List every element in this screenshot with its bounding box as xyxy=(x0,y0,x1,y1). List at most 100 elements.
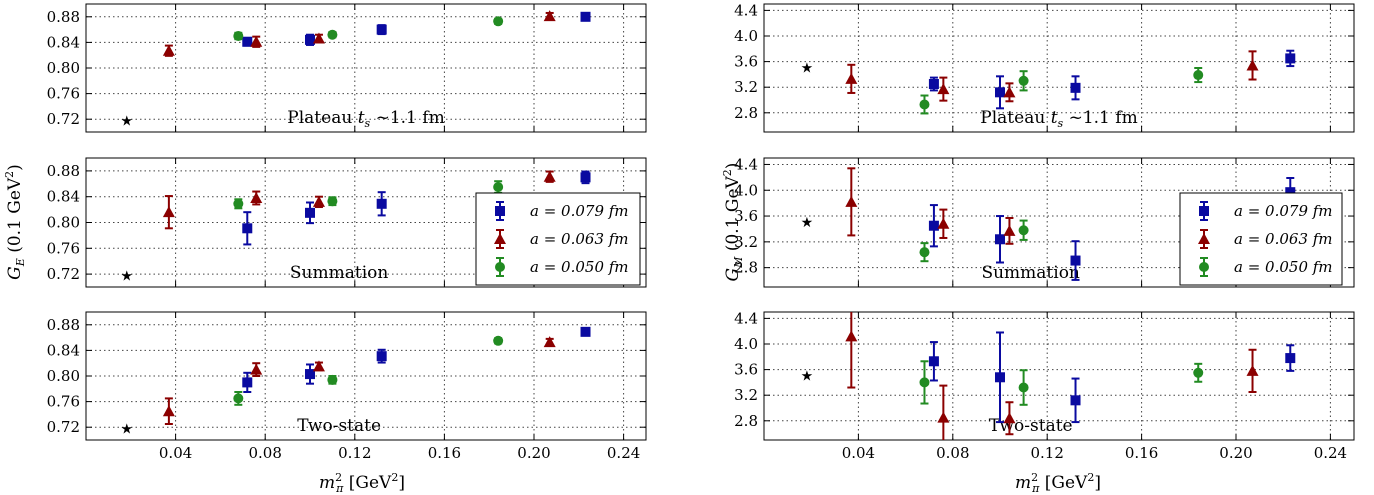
data-point-square xyxy=(376,198,387,209)
physical-point-star: ★ xyxy=(801,60,814,76)
panel-annotation: Two-state xyxy=(297,416,381,436)
axes-frame xyxy=(85,3,647,133)
legend-marker-circle xyxy=(1199,262,1209,272)
axes-frame xyxy=(85,311,647,441)
data-point-square xyxy=(376,351,387,362)
data-point-circle xyxy=(327,29,338,40)
axes-frame xyxy=(85,157,647,288)
data-point-square xyxy=(242,377,253,388)
data-point-square xyxy=(1070,395,1081,406)
y-tick-label: 3.6 xyxy=(734,53,758,71)
x-tick-label: 0.24 xyxy=(607,444,640,462)
data-point-square xyxy=(305,34,315,45)
panel-annotation: Two-state xyxy=(989,416,1073,436)
axes-frame xyxy=(763,157,1355,288)
data-point-square xyxy=(928,79,939,89)
x-tick-label: 0.20 xyxy=(517,444,550,462)
y-tick-label: 3.6 xyxy=(734,361,758,379)
y-tick-label: 4.0 xyxy=(734,335,758,353)
data-point-triangle xyxy=(250,363,263,375)
x-tick-label: 0.08 xyxy=(248,444,281,462)
y-tick-label: 0.76 xyxy=(47,85,80,103)
data-point-square xyxy=(928,220,939,231)
y-tick-label: 0.84 xyxy=(47,188,80,206)
data-point-circle xyxy=(233,198,244,209)
data-point-triangle xyxy=(845,330,858,342)
data-point-triangle xyxy=(1003,412,1016,424)
x-tick-label: 0.04 xyxy=(159,444,192,462)
data-point-square xyxy=(995,234,1005,245)
data-point-circle xyxy=(919,377,930,388)
data-point-square xyxy=(580,172,591,183)
panel-GM-summation: 2.8 3.2 3.6 4.0 4.4 Summation ★ xyxy=(734,155,1355,288)
x-tick-label: 0.08 xyxy=(936,444,969,462)
legend-marker-triangle xyxy=(1198,233,1210,244)
data-point-triangle xyxy=(312,32,325,44)
physical-point-star: ★ xyxy=(120,114,133,130)
x-tick-label: 0.04 xyxy=(842,444,875,462)
data-point-triangle xyxy=(845,195,858,207)
y-tick-label: 3.2 xyxy=(734,386,758,404)
data-point-circle xyxy=(919,99,930,110)
legend-marker-triangle xyxy=(494,233,506,244)
y-tick-label: 0.80 xyxy=(47,59,80,77)
legend-label: a = 0.063 fm xyxy=(530,230,629,248)
x-axis-label: m2 π [GeV2] xyxy=(1015,471,1101,495)
panel-GM-twostate: 2.8 3.2 3.6 4.0 4.4 0.04 0.08 0.12 0.16 0.20 0.24 T… xyxy=(734,309,1355,462)
panel-GM-plateau: 2.8 3.2 3.6 4.0 4.4 Plateau ts ~1.1 fm ★ xyxy=(734,1,1355,133)
data-point-triangle xyxy=(1003,224,1016,236)
y-tick-label: 0.88 xyxy=(47,162,80,180)
legend-label: a = 0.050 fm xyxy=(1234,258,1333,276)
data-point-circle xyxy=(327,374,338,385)
y-tick-label: 4.0 xyxy=(734,27,758,45)
y-axis-label: GM (0.1 GeV2) xyxy=(721,163,745,282)
x-tick-label: 0.24 xyxy=(1314,444,1347,462)
y-tick-label: 0.80 xyxy=(47,214,80,232)
x-tick-label: 0.20 xyxy=(1219,444,1252,462)
y-tick-label: 0.88 xyxy=(47,8,80,26)
data-point-circle xyxy=(1193,367,1204,378)
data-point-square xyxy=(995,87,1005,98)
x-tick-label: 0.16 xyxy=(428,444,461,462)
y-tick-label: 0.76 xyxy=(47,239,80,257)
data-point-triangle xyxy=(937,411,950,423)
data-point-triangle xyxy=(250,35,263,47)
data-point-triangle xyxy=(543,10,556,22)
data-point-square xyxy=(305,207,315,218)
data-point-circle xyxy=(1018,75,1029,86)
y-tick-label: 4.4 xyxy=(734,309,758,327)
data-point-triangle xyxy=(162,44,175,56)
data-point-triangle xyxy=(937,217,950,229)
data-point-triangle xyxy=(1246,59,1259,71)
y-tick-label: 4.4 xyxy=(734,155,758,173)
data-point-triangle xyxy=(937,83,950,95)
y-tick-label: 0.76 xyxy=(47,393,80,411)
data-point-circle xyxy=(233,31,244,41)
physical-point-star: ★ xyxy=(801,215,814,231)
y-tick-label: 4.4 xyxy=(734,1,758,19)
data-point-triangle xyxy=(543,336,556,348)
y-tick-label: 4.0 xyxy=(734,181,758,199)
x-tick-label: 0.12 xyxy=(1030,444,1063,462)
data-point-square xyxy=(580,326,591,337)
y-tick-label: 3.2 xyxy=(734,78,758,96)
data-point-square xyxy=(242,36,253,47)
panel-annotation: Summation xyxy=(290,263,388,283)
data-point-square xyxy=(928,356,939,367)
legend-label: a = 0.063 fm xyxy=(1234,230,1333,248)
y-tick-label: 2.8 xyxy=(734,412,758,430)
y-axis-label: GE (0.1 GeV2) xyxy=(3,164,27,280)
physical-point-star: ★ xyxy=(801,368,814,384)
data-point-circle xyxy=(919,247,930,258)
data-point-triangle xyxy=(1246,364,1259,376)
data-point-square xyxy=(1285,187,1296,198)
y-tick-label: 0.72 xyxy=(47,110,80,128)
data-point-circle xyxy=(493,335,504,346)
physical-point-star: ★ xyxy=(120,422,133,438)
y-tick-label: 3.6 xyxy=(734,207,758,225)
legend: a = 0.079 fm a = 0.063 fm a = 0.050 fm xyxy=(1179,192,1343,286)
data-point-square xyxy=(1070,82,1081,93)
panel-annotation: Summation xyxy=(981,263,1079,283)
data-point-circle xyxy=(1193,70,1204,81)
